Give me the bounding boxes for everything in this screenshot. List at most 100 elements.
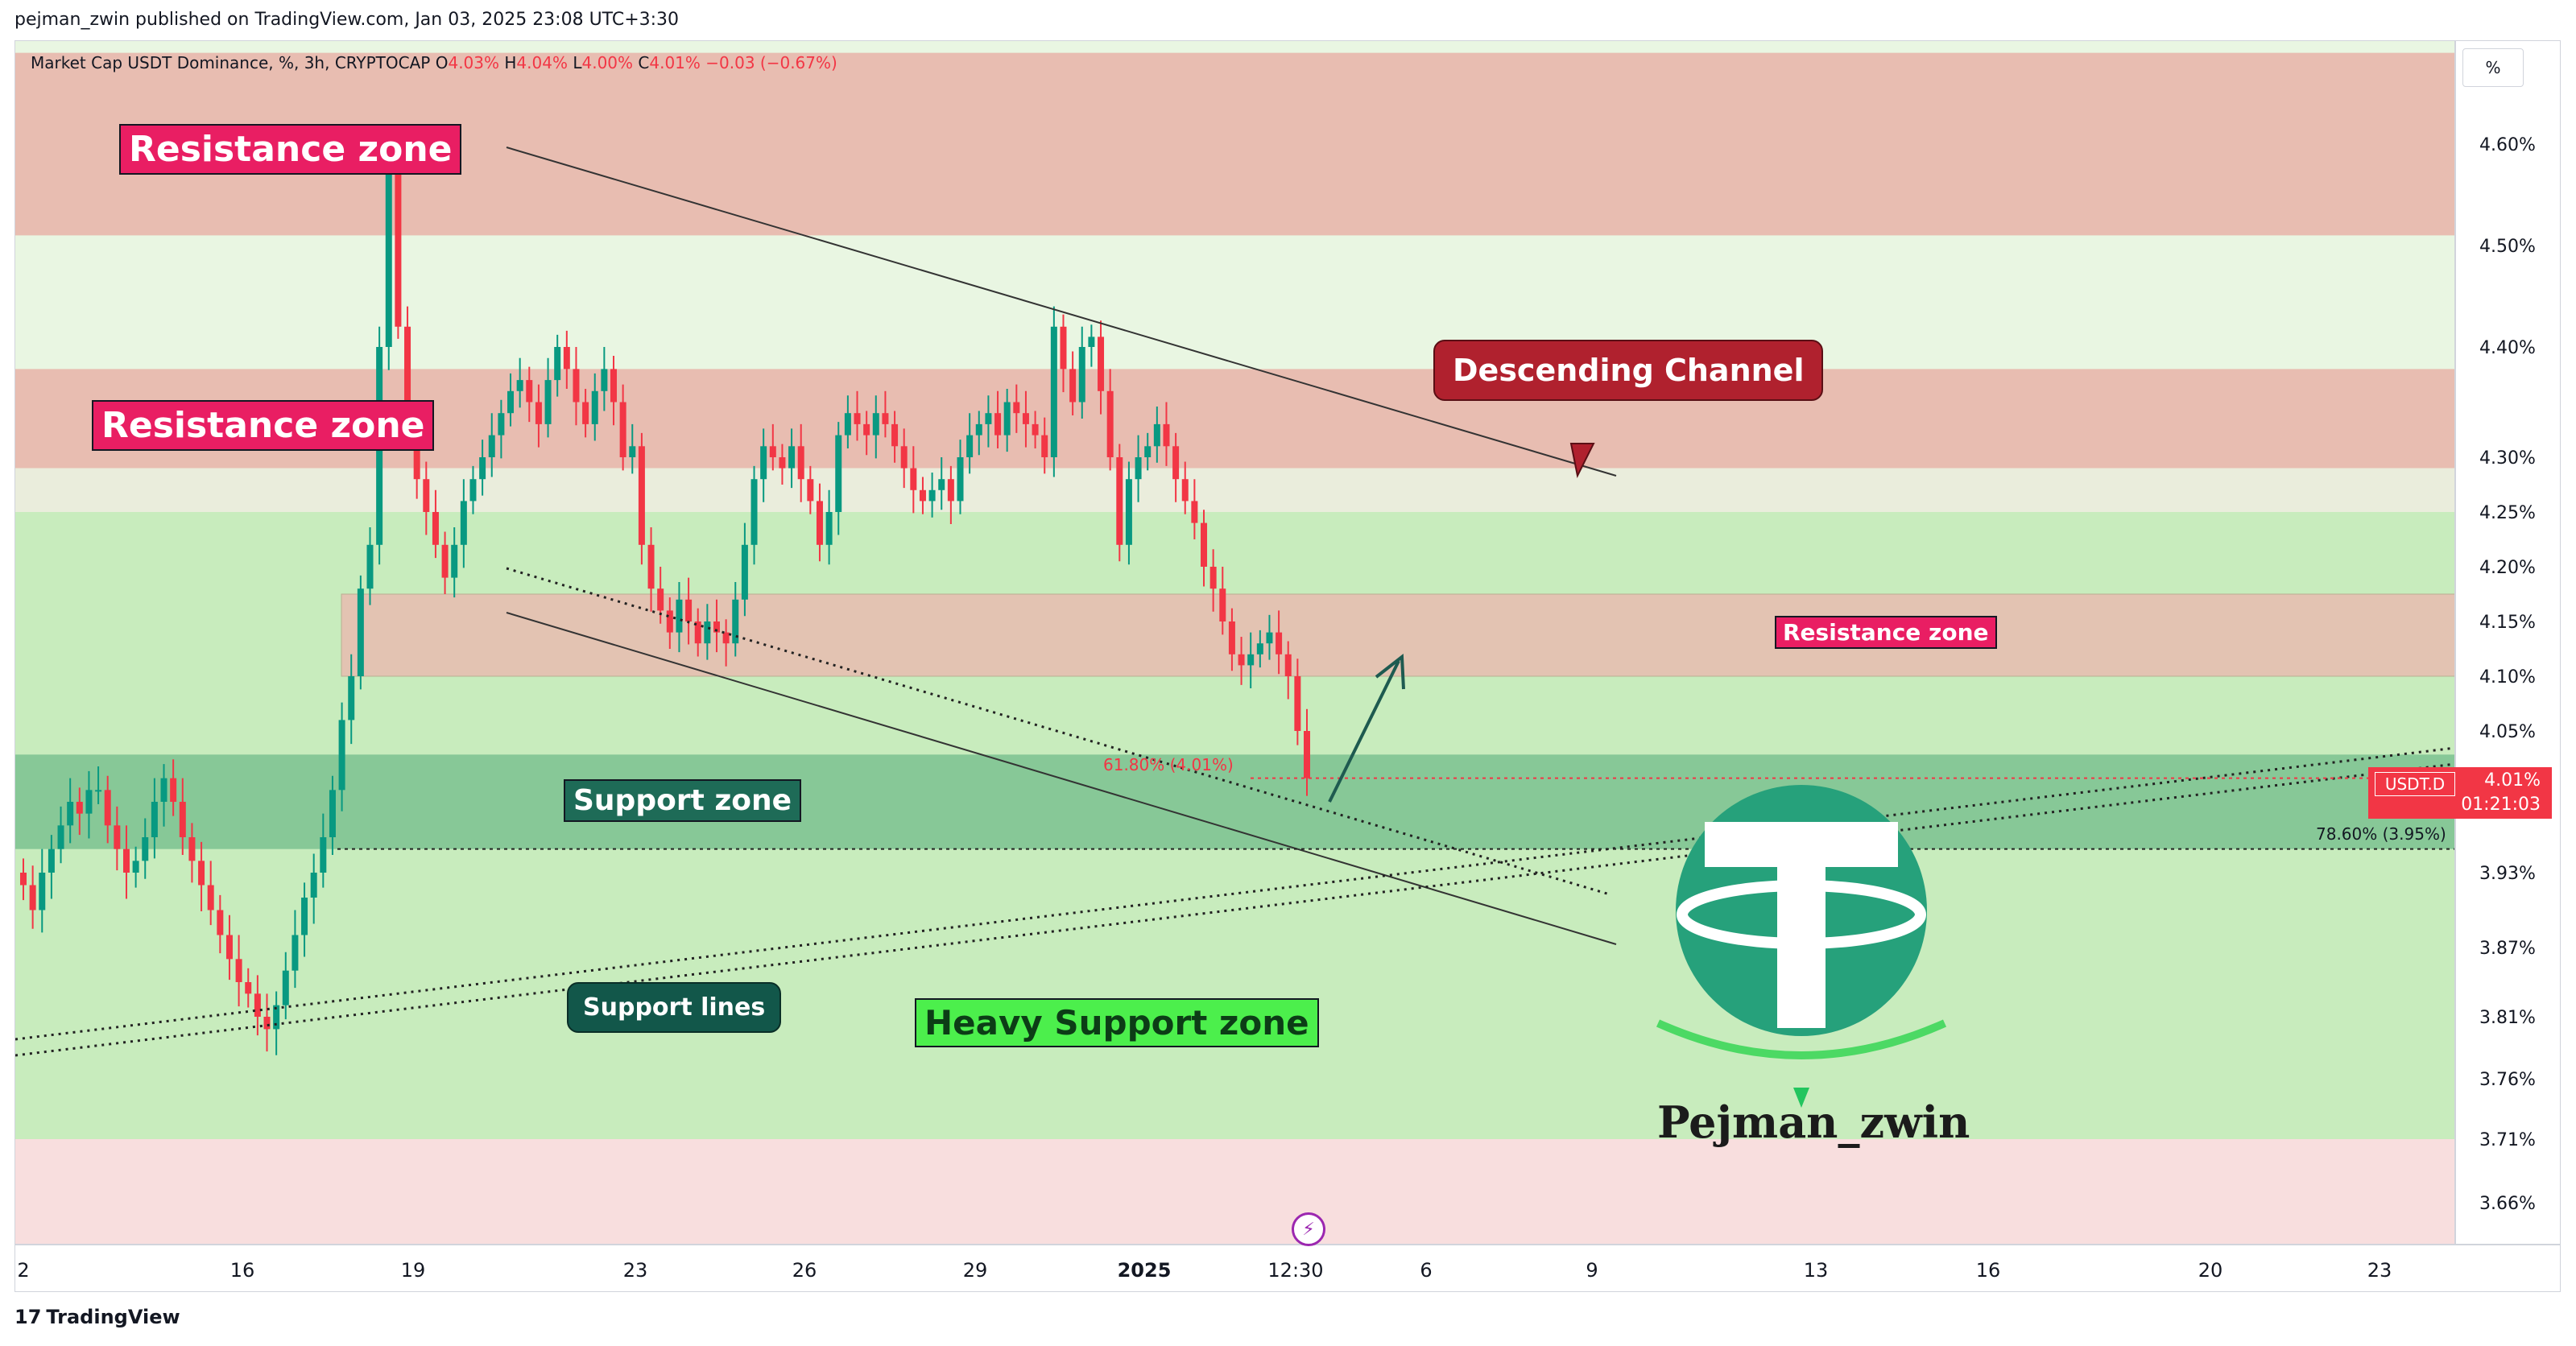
candle-body-97 [928,489,936,502]
candle-body-58 [563,347,570,370]
support-zone-label: Support zone [564,779,802,822]
close-label: C [638,53,650,72]
y-tick-label-7: 4.10% [2479,667,2536,687]
open-value: 4.03% [448,53,500,72]
candle-body-124 [1181,479,1189,502]
candle-body-80 [769,446,776,457]
candle-body-28 [282,970,289,1005]
candle-body-42 [413,423,420,480]
x-tick-label-13: 23 [2367,1259,2392,1282]
candle-body-48 [469,479,477,502]
publisher-line: pejman_zwin published on TradingView.com… [14,10,680,30]
candle-body-90 [863,423,870,436]
candle-body-91 [872,413,879,436]
high-value: 4.04% [516,53,568,72]
candle-body-12 [132,861,139,873]
candle-body-60 [582,402,589,424]
candle-body-41 [404,326,411,424]
candle-body-0 [20,873,27,886]
y-tick-label-3: 4.30% [2479,448,2536,469]
tradingview-footer[interactable]: 17 TradingView [14,1306,180,1328]
candle-body-70 [676,599,683,633]
tether-logo-bar [1705,822,1898,867]
candle-body-128 [1219,588,1226,621]
candle-body-126 [1201,522,1208,567]
candle-body-52 [507,390,515,414]
candle-body-94 [900,446,908,469]
candle-body-76 [732,599,739,644]
tradingview-brand: TradingView [46,1306,180,1328]
candle-body-34 [338,720,345,791]
candle-body-130 [1238,654,1245,666]
candle-body-73 [704,621,711,644]
candle-body-2 [39,873,46,910]
candle-body-93 [891,423,899,447]
candle-body-6 [76,802,83,814]
channel-lower-line [506,612,1617,945]
candle-body-82 [788,446,796,469]
candle-body-10 [114,825,121,849]
low-label: L [573,53,582,72]
candle-body-27 [273,1005,280,1030]
candle-body-105 [1003,402,1011,436]
x-tick-label-3: 23 [623,1259,648,1282]
open-label: O [435,53,449,72]
projection-arrow-head [1375,654,1405,690]
candle-body-137 [1304,731,1310,778]
candle-body-98 [938,479,945,490]
candle-body-20 [207,885,214,910]
candle-body-9 [104,790,111,826]
candle-body-102 [975,423,982,436]
low-value: 4.00% [581,53,634,72]
candle-body-132 [1256,643,1263,654]
candle-body-83 [797,446,804,480]
high-label: H [504,53,517,72]
candle-body-14 [151,802,158,837]
percent-scale-button[interactable]: % [2462,48,2524,87]
candle-body-101 [966,435,974,457]
candle-body-133 [1266,632,1273,644]
candle-body-44 [432,512,439,545]
candle-body-118 [1125,479,1132,545]
candle-body-66 [638,446,645,545]
candle-body-13 [142,837,149,861]
candle-body-7 [85,790,93,814]
x-tick-label-0: 2 [17,1259,29,1282]
x-tick-label-11: 16 [1976,1259,2001,1282]
chart-pane[interactable]: 4.60% 4.50% 4.40% 4.30% 4.25% 4.20% 4.15% 4.10%… [14,40,2561,1292]
y-tick-label-10: 3.87% [2479,939,2536,959]
candle-body-84 [807,479,814,502]
x-tick-label-6: 2025 [1118,1259,1172,1282]
candle-body-49 [479,457,486,480]
x-tick-label-5: 29 [963,1259,988,1282]
lightning-icon[interactable]: ⚡ [1292,1212,1325,1246]
candle-body-69 [666,610,673,633]
candle-body-131 [1247,654,1255,666]
tradingview-logo-icon: 17 [14,1306,42,1328]
callout-pointer [1569,443,1595,479]
candle-body-96 [919,489,926,502]
candle-body-121 [1153,423,1160,447]
candle-body-30 [301,898,308,935]
candle-body-15 [160,778,167,802]
candle-body-104 [994,413,1002,436]
candle-body-125 [1191,501,1198,523]
chart-canvas[interactable]: 4.60% 4.50% 4.40% 4.30% 4.25% 4.20% 4.15% 4.10%… [15,41,2561,1292]
candle-body-72 [694,621,701,644]
y-tick-label-1: 4.50% [2479,237,2536,257]
candle-body-136 [1294,676,1301,731]
candle-body-59 [573,369,580,403]
channel-dotted-line [506,567,1611,896]
candle-body-71 [685,599,693,621]
support-lines-label: Support lines [567,982,782,1033]
candle-body-106 [1013,402,1020,414]
candle-body-18 [188,837,196,861]
candle-body-57 [554,347,561,381]
candle-body-29 [292,935,299,971]
candle-body-36 [357,588,364,676]
candle-body-78 [750,479,758,545]
time-axis-bg [15,1245,2560,1291]
candle-body-1 [29,885,36,910]
x-tick-label-4: 26 [792,1259,817,1282]
candle-body-37 [366,544,374,589]
